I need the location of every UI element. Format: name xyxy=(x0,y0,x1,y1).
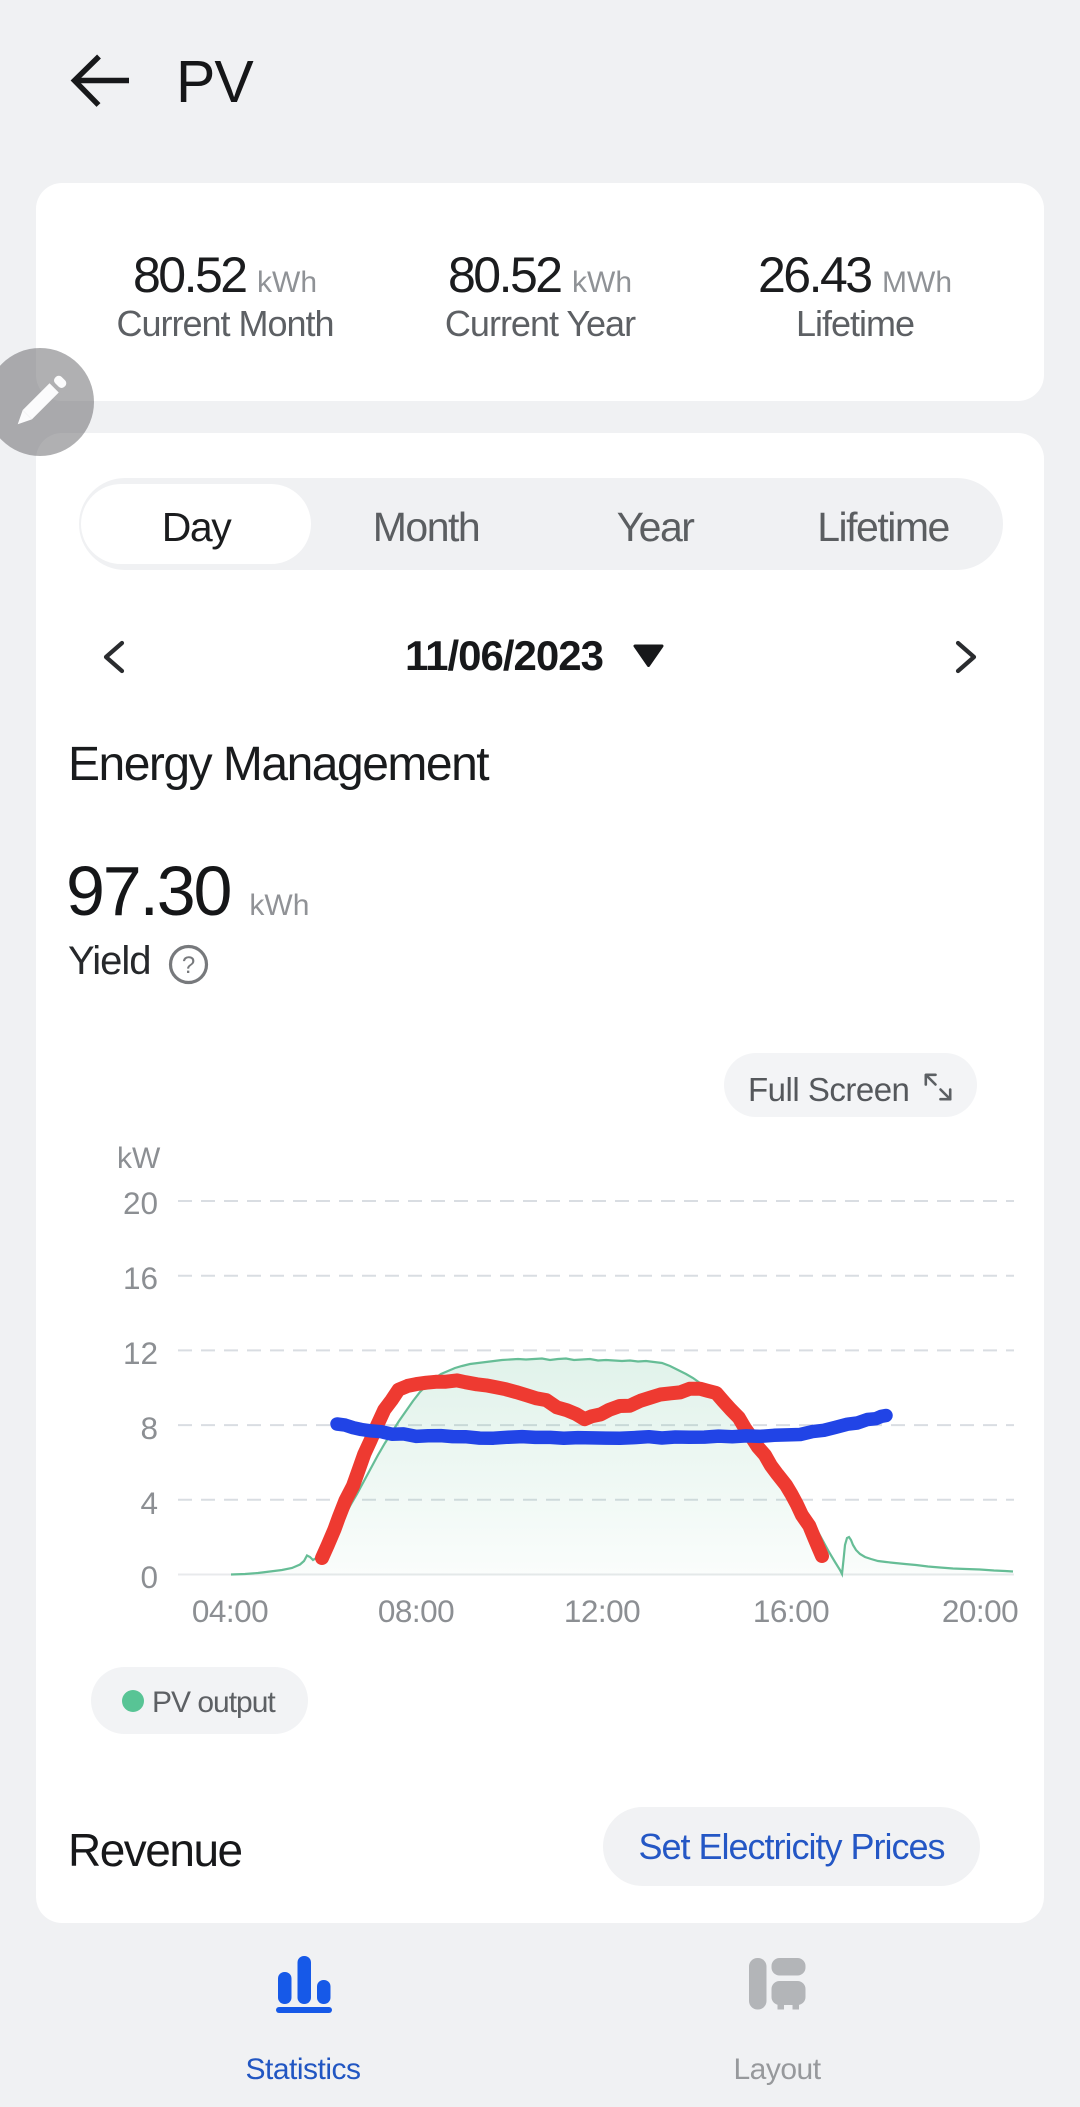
svg-text:08:00: 08:00 xyxy=(378,1593,454,1629)
svg-text:kW: kW xyxy=(117,1142,161,1175)
svg-text:04:00: 04:00 xyxy=(192,1593,268,1629)
svg-text:20: 20 xyxy=(123,1185,158,1221)
svg-text:12: 12 xyxy=(123,1335,158,1371)
svg-text:20:00: 20:00 xyxy=(942,1593,1018,1629)
svg-text:16: 16 xyxy=(123,1260,158,1296)
svg-text:12:00: 12:00 xyxy=(564,1593,640,1629)
svg-text:8: 8 xyxy=(140,1410,158,1446)
svg-text:4: 4 xyxy=(140,1485,158,1521)
svg-text:16:00: 16:00 xyxy=(753,1593,829,1629)
svg-text:0: 0 xyxy=(140,1559,158,1595)
svg-text:?: ? xyxy=(182,952,195,979)
